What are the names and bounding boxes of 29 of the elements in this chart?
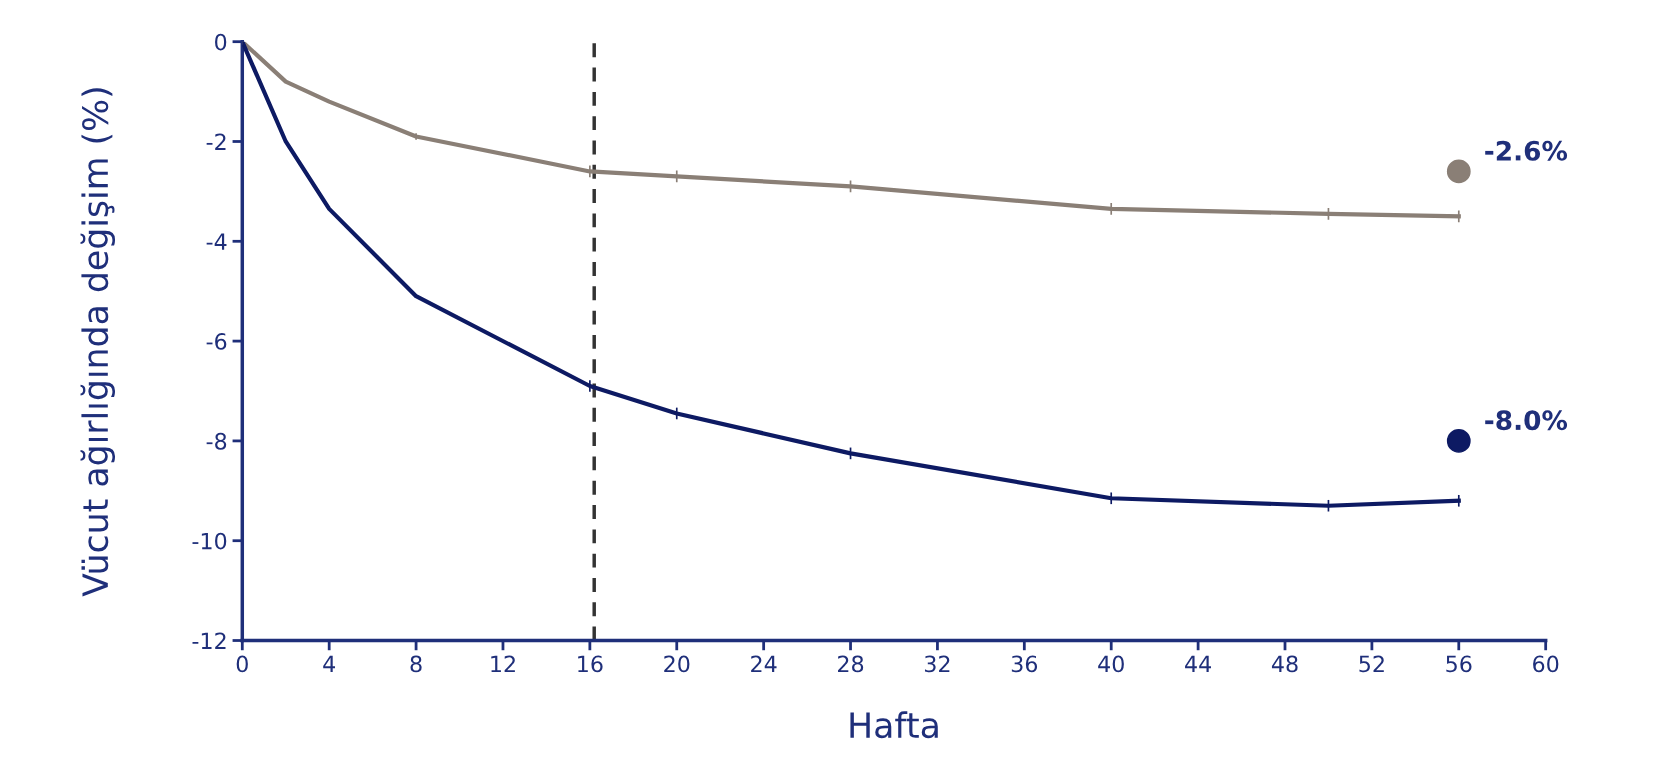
x-tick-label: 36 bbox=[1011, 655, 1038, 673]
y-tick-label: -12 bbox=[192, 632, 226, 649]
x-axis-title: Hafta bbox=[850, 711, 938, 739]
x-tick-label: 16 bbox=[578, 655, 603, 673]
annotation: -8.0% bbox=[1485, 410, 1568, 431]
x-tick-label: 52 bbox=[1359, 655, 1384, 673]
x-tick-label: 32 bbox=[924, 655, 950, 673]
x-tick-label: 8 bbox=[410, 655, 422, 673]
y-tick-label: 0 bbox=[215, 33, 227, 51]
y-tick-label: -2 bbox=[206, 133, 226, 150]
x-tick-label: 24 bbox=[751, 655, 777, 672]
annotation: -2.6% bbox=[1485, 140, 1568, 161]
y-axis-title: Vücut ağırlığında değişim (%) bbox=[80, 88, 116, 597]
x-tick-label: 40 bbox=[1098, 655, 1124, 673]
line-series bbox=[242, 41, 1461, 219]
x-tick-label: 48 bbox=[1271, 655, 1298, 673]
x-tick-label: 12 bbox=[491, 655, 515, 672]
x-tick-label: 0 bbox=[236, 655, 248, 673]
x-tick-label: 56 bbox=[1446, 655, 1472, 673]
x-tick-label: 20 bbox=[664, 655, 690, 673]
y-tick-label: -4 bbox=[206, 233, 227, 250]
x-tick-label: 60 bbox=[1533, 655, 1559, 673]
y-tick-label: -8 bbox=[206, 432, 227, 450]
y-tick-label: -10 bbox=[192, 532, 227, 550]
x-tick-label: 28 bbox=[838, 655, 864, 673]
y-tick-label: -6 bbox=[206, 333, 227, 350]
x-tick-label: 44 bbox=[1185, 655, 1211, 672]
line-series bbox=[242, 41, 1461, 508]
x-tick-label: 4 bbox=[323, 655, 336, 672]
